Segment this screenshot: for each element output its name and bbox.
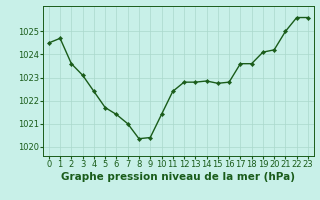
X-axis label: Graphe pression niveau de la mer (hPa): Graphe pression niveau de la mer (hPa) xyxy=(61,172,295,182)
